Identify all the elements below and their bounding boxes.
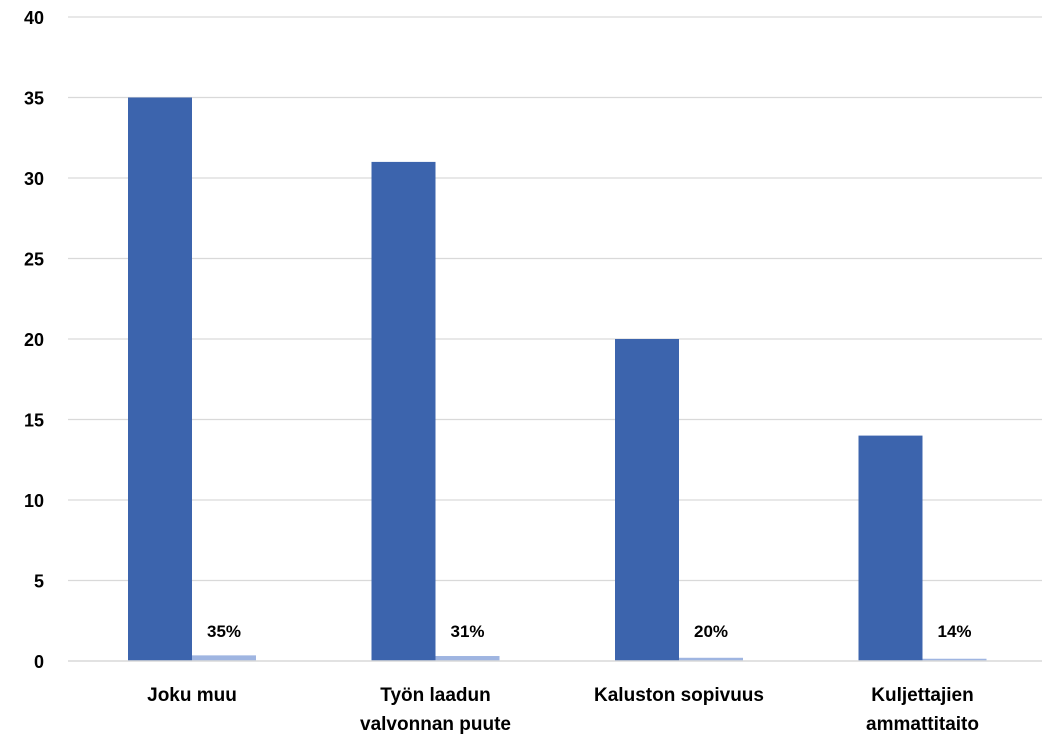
bar-series-1 — [858, 435, 923, 661]
y-tick-label: 20 — [24, 330, 44, 350]
y-tick-label: 5 — [34, 572, 44, 592]
labels: 0 5 10 15 20 25 30 35 40 35% Joku muu 31% Työn laadu… — [24, 8, 979, 735]
bar-series-2 — [922, 658, 987, 661]
bar-series-2 — [679, 657, 743, 661]
x-category-label: Työn laadun — [380, 685, 490, 706]
bar-series-2 — [435, 656, 500, 661]
y-tick-label: 0 — [34, 652, 44, 672]
bars — [128, 97, 987, 661]
x-category-label: valvonnan puute — [360, 714, 511, 735]
y-tick-label: 15 — [24, 411, 44, 431]
bar-series-1 — [371, 161, 436, 661]
data-label: 31% — [450, 622, 484, 641]
bar-series-1 — [615, 339, 679, 661]
y-tick-label: 25 — [24, 250, 44, 270]
data-label: 20% — [694, 622, 728, 641]
gridlines — [68, 16, 1042, 582]
x-category-label: Joku muu — [147, 685, 237, 706]
data-label: 35% — [207, 622, 241, 641]
x-category-label: Kaluston sopivuus — [594, 685, 764, 706]
y-tick-label: 35 — [24, 89, 44, 109]
x-category-label: Kuljettajien — [871, 685, 973, 706]
y-tick-label: 40 — [24, 8, 44, 28]
data-label: 14% — [937, 622, 971, 641]
y-tick-label: 30 — [24, 169, 44, 189]
bar-series-1 — [128, 97, 192, 661]
y-tick-label: 10 — [24, 491, 44, 511]
x-category-label: ammattitaito — [866, 714, 979, 735]
bar-series-2 — [192, 655, 256, 661]
